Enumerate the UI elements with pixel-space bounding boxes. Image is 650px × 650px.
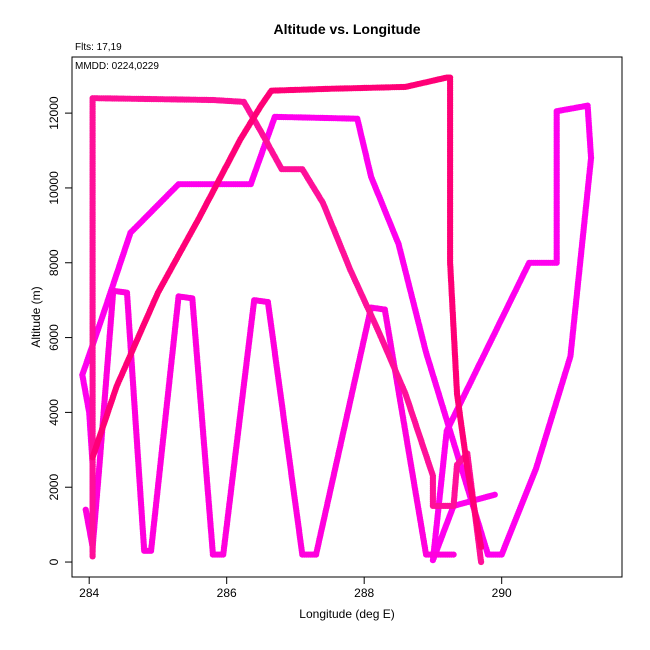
- x-tick-label: 286: [217, 586, 237, 600]
- series-3: [89, 95, 485, 566]
- y-tick-label: 8000: [47, 249, 61, 276]
- chart-title: Altitude vs. Longitude: [274, 21, 421, 37]
- data-point: [478, 558, 485, 566]
- data-point: [450, 551, 457, 558]
- series-4: [89, 74, 485, 551]
- x-tick-label: 290: [492, 586, 512, 600]
- x-axis: 284 286 288 290: [79, 576, 512, 600]
- data-point: [478, 544, 485, 551]
- y-tick-label: 2000: [47, 474, 61, 501]
- x-tick-label: 288: [354, 586, 374, 600]
- flights-annotation: Flts: 17,19: [75, 42, 122, 53]
- y-tick-label: 12000: [47, 96, 61, 130]
- y-tick-label: 10000: [47, 171, 61, 205]
- series-2: [82, 287, 457, 558]
- x-tick-label: 284: [79, 586, 99, 600]
- series-layer: [79, 74, 595, 566]
- data-point: [491, 491, 498, 498]
- y-tick-label: 6000: [47, 324, 61, 351]
- date-annotation: MMDD: 0224,0229: [75, 61, 159, 72]
- x-axis-label: Longitude (deg E): [299, 607, 394, 621]
- y-tick-label: 4000: [47, 399, 61, 426]
- y-tick-label: 0: [47, 558, 61, 565]
- y-axis-label: Altitude (m): [29, 286, 43, 347]
- y-axis: 0 2000 4000 6000 8000 10000 12000: [47, 96, 73, 565]
